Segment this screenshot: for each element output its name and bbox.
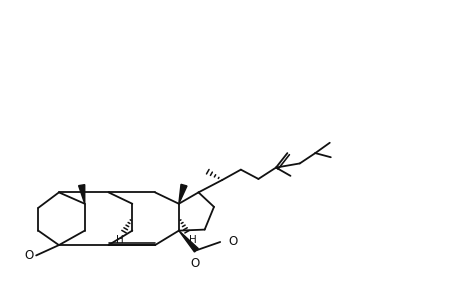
- Polygon shape: [179, 231, 198, 252]
- Polygon shape: [78, 184, 84, 204]
- Text: O: O: [228, 236, 237, 248]
- Text: H: H: [189, 235, 197, 245]
- Text: O: O: [190, 257, 200, 270]
- Text: O: O: [25, 249, 34, 262]
- Polygon shape: [179, 184, 186, 204]
- Text: H: H: [116, 235, 123, 245]
